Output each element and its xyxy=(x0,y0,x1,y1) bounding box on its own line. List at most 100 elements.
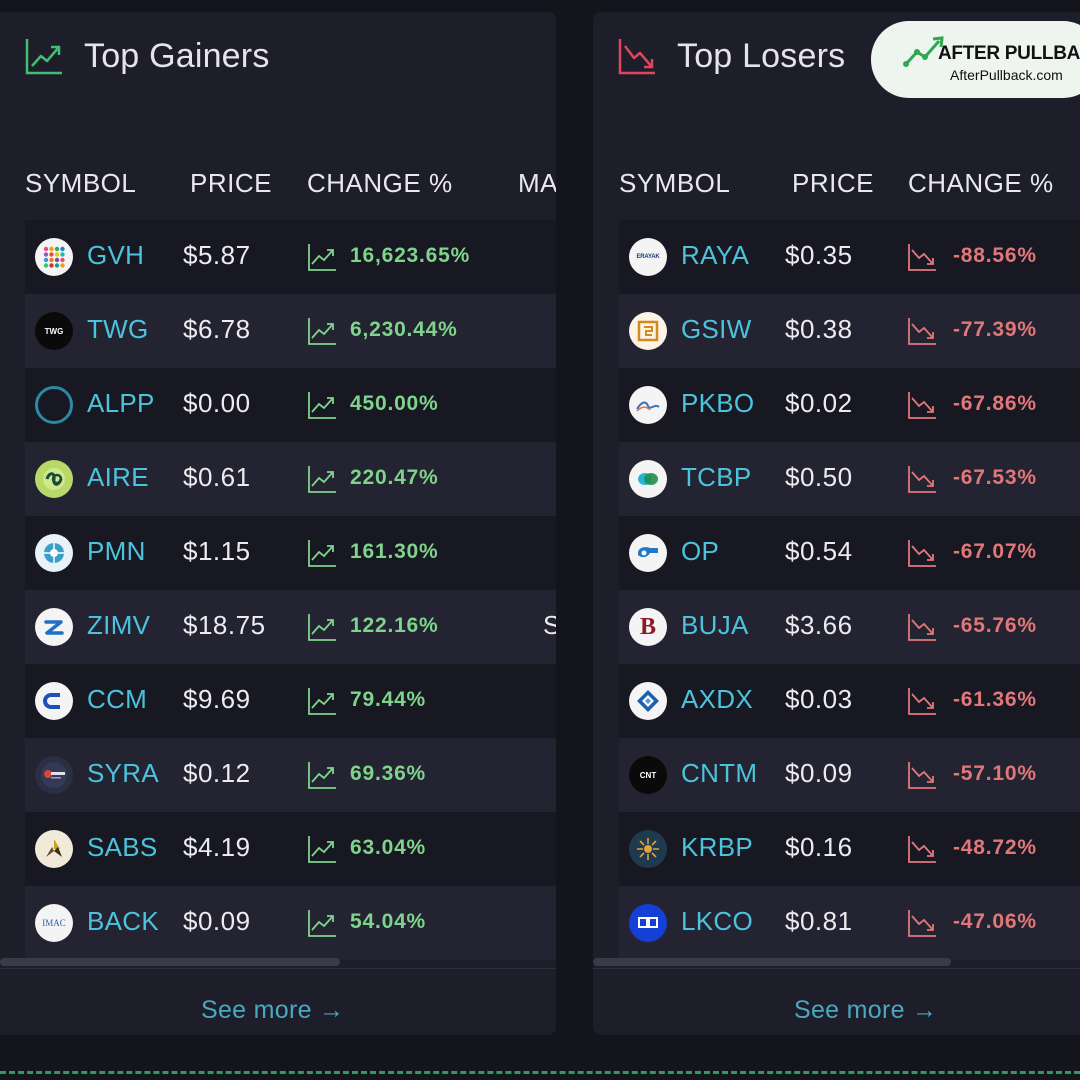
symbol-link[interactable]: TWG xyxy=(87,314,149,344)
symbol-link[interactable]: ZIMV xyxy=(87,610,151,640)
scrollbar-thumb[interactable] xyxy=(0,958,340,966)
col-symbol[interactable]: SYMBOL xyxy=(25,168,137,198)
see-more-link[interactable]: See more → xyxy=(201,996,345,1024)
gainers-table: GVH $5.87 16,623.65% TWG TWG $6.78 6,230… xyxy=(25,220,556,960)
table-row[interactable]: IMAC BACK $0.09 54.04% xyxy=(25,886,556,960)
zimv-logo xyxy=(35,608,73,646)
price-value: $6.78 xyxy=(183,314,251,344)
horizontal-scrollbar[interactable] xyxy=(593,958,1080,966)
change-value: 16,623.65% xyxy=(350,244,471,267)
table-row[interactable]: ALPP $0.00 450.00% xyxy=(25,368,556,442)
symbol-link[interactable]: SABS xyxy=(87,832,158,862)
table-row[interactable]: GSIW $0.38 -77.39% xyxy=(619,294,1080,368)
symbol-link[interactable]: PKBO xyxy=(681,388,755,418)
col-price[interactable]: PRICE xyxy=(792,168,874,198)
trending-up-icon xyxy=(308,836,336,863)
gainers-header: Top Gainers xyxy=(24,36,270,76)
change-value: 220.47% xyxy=(350,466,439,489)
twg-logo: TWG xyxy=(35,312,73,350)
table-row[interactable]: SABS $4.19 63.04% xyxy=(25,812,556,886)
trending-up-icon xyxy=(308,762,336,789)
col-market-cap[interactable]: MA xyxy=(518,168,556,198)
change-value: -67.53% xyxy=(953,466,1037,489)
table-row[interactable]: B BUJA $3.66 -65.76% xyxy=(619,590,1080,664)
price-value: $0.02 xyxy=(785,388,853,418)
trending-down-icon xyxy=(908,910,936,937)
scrollbar-thumb[interactable] xyxy=(593,958,951,966)
symbol-link[interactable]: CCM xyxy=(87,684,148,714)
gainers-title: Top Gainers xyxy=(84,36,270,75)
table-row[interactable]: TCBP $0.50 -67.53% xyxy=(619,442,1080,516)
price-value: $0.38 xyxy=(785,314,853,344)
price-value: $3.66 xyxy=(785,610,853,640)
trending-up-icon xyxy=(308,392,336,419)
axdx-logo xyxy=(629,682,667,720)
symbol-link[interactable]: AIRE xyxy=(87,462,149,492)
symbol-link[interactable]: CNTM xyxy=(681,758,758,788)
symbol-link[interactable]: TCBP xyxy=(681,462,752,492)
symbol-link[interactable]: RAYA xyxy=(681,240,750,270)
symbol-link[interactable]: GVH xyxy=(87,240,145,270)
symbol-link[interactable]: OP xyxy=(681,536,720,566)
trending-down-icon xyxy=(908,762,936,789)
syra-logo xyxy=(35,756,73,794)
symbol-link[interactable]: LKCO xyxy=(681,906,754,936)
price-value: $0.61 xyxy=(183,462,251,492)
losers-header: Top Losers xyxy=(617,36,845,76)
divider xyxy=(0,968,556,969)
table-row[interactable]: SYRA $0.12 69.36% xyxy=(25,738,556,812)
trending-up-icon xyxy=(25,39,62,75)
change-value: -61.36% xyxy=(953,688,1037,711)
price-value: $0.35 xyxy=(785,240,853,270)
table-row[interactable]: AIRE $0.61 220.47% xyxy=(25,442,556,516)
change-value: 450.00% xyxy=(350,392,439,415)
horizontal-scrollbar[interactable] xyxy=(0,958,556,966)
table-row[interactable]: TWG TWG $6.78 6,230.44% xyxy=(25,294,556,368)
table-row[interactable]: LKCO $0.81 -47.06% xyxy=(619,886,1080,960)
symbol-link[interactable]: PMN xyxy=(87,536,146,566)
after-pullback-watermark: AFTER PULLBACK AfterPullback.com xyxy=(871,21,1080,98)
col-change[interactable]: CHANGE % xyxy=(307,168,453,198)
symbol-link[interactable]: SYRA xyxy=(87,758,160,788)
table-row[interactable]: PMN $1.15 161.30% xyxy=(25,516,556,590)
see-more-link[interactable]: See more → xyxy=(794,996,938,1024)
table-row[interactable]: CCM $9.69 79.44% xyxy=(25,664,556,738)
table-row[interactable]: AXDX $0.03 -61.36% xyxy=(619,664,1080,738)
table-row[interactable]: KRBP $0.16 -48.72% xyxy=(619,812,1080,886)
symbol-link[interactable]: ALPP xyxy=(87,388,155,418)
price-value: $0.50 xyxy=(785,462,853,492)
price-value: $5.87 xyxy=(183,240,251,270)
table-row[interactable]: OP $0.54 -67.07% xyxy=(619,516,1080,590)
price-value: $18.75 xyxy=(183,610,266,640)
trending-down-icon xyxy=(618,39,655,75)
symbol-link[interactable]: KRBP xyxy=(681,832,754,862)
table-row[interactable]: GVH $5.87 16,623.65% xyxy=(25,220,556,294)
price-value: $0.00 xyxy=(183,388,251,418)
col-symbol[interactable]: SYMBOL xyxy=(619,168,731,198)
col-price[interactable]: PRICE xyxy=(190,168,272,198)
col-change[interactable]: CHANGE % xyxy=(908,168,1054,198)
table-row[interactable]: CNT CNTM $0.09 -57.10% xyxy=(619,738,1080,812)
change-value: -47.06% xyxy=(953,910,1037,933)
change-value: -48.72% xyxy=(953,836,1037,859)
symbol-link[interactable]: BUJA xyxy=(681,610,749,640)
symbol-link[interactable]: GSIW xyxy=(681,314,752,344)
table-row[interactable]: ERAYAK RAYA $0.35 -88.56% xyxy=(619,220,1080,294)
krbp-logo xyxy=(629,830,667,868)
table-row[interactable]: ZIMV $18.75 122.16% S xyxy=(25,590,556,664)
chart-logo-icon xyxy=(903,36,944,67)
sabs-logo xyxy=(35,830,73,868)
divider xyxy=(593,968,1080,969)
price-value: $0.12 xyxy=(183,758,251,788)
change-value: -65.76% xyxy=(953,614,1037,637)
price-value: $0.81 xyxy=(785,906,853,936)
symbol-link[interactable]: AXDX xyxy=(681,684,754,714)
buja-logo: B xyxy=(629,608,667,646)
trending-up-icon xyxy=(308,318,336,345)
symbol-link[interactable]: BACK xyxy=(87,906,160,936)
trending-up-icon xyxy=(308,466,336,493)
price-value: $9.69 xyxy=(183,684,251,714)
trending-down-icon xyxy=(908,614,936,641)
trending-down-icon xyxy=(908,836,936,863)
table-row[interactable]: PKBO $0.02 -67.86% xyxy=(619,368,1080,442)
